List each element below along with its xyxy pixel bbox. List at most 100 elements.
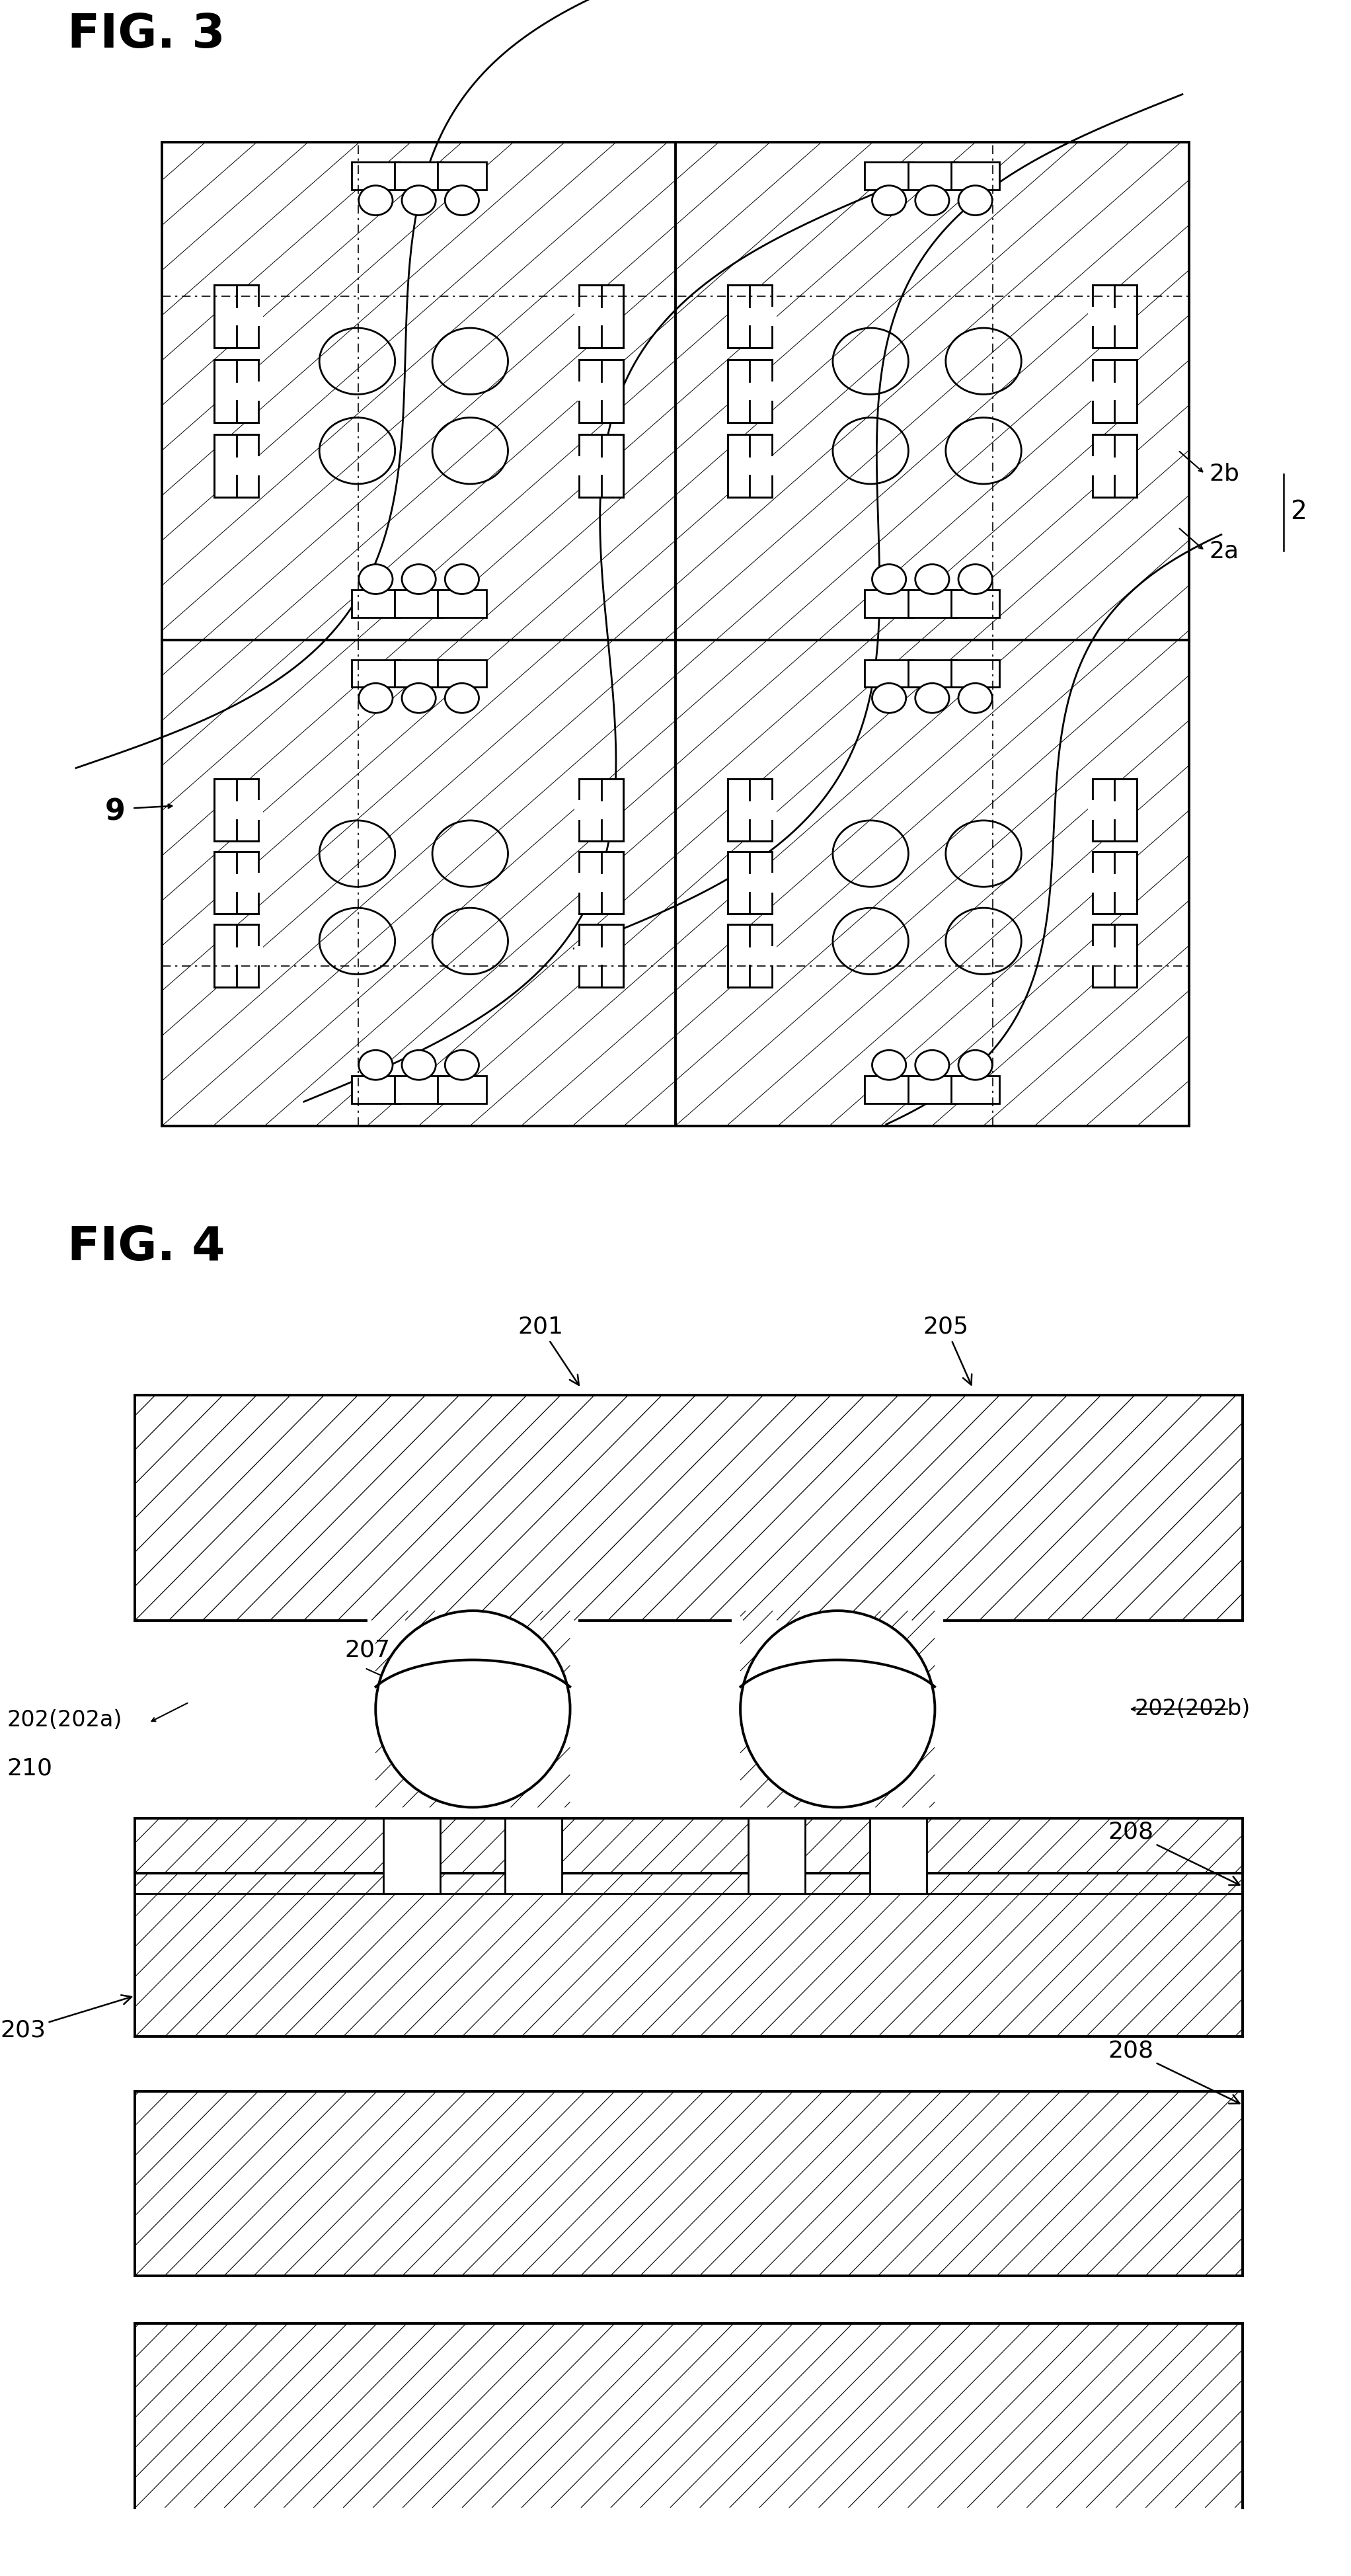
Circle shape — [958, 564, 992, 595]
Text: 208: 208 — [1108, 1821, 1240, 1886]
Bar — [213, 778, 258, 842]
Bar — [213, 361, 258, 422]
Bar — [213, 435, 258, 497]
Bar — [574, 873, 601, 891]
Bar — [438, 590, 486, 618]
Bar — [1092, 286, 1138, 348]
Bar — [505, 1819, 562, 1893]
Bar — [236, 873, 263, 891]
Circle shape — [740, 1610, 935, 1808]
Text: 202(202a): 202(202a) — [7, 1708, 122, 1731]
Text: 205: 205 — [923, 1316, 971, 1386]
Bar — [951, 590, 1000, 618]
Circle shape — [873, 683, 907, 714]
Bar — [1092, 435, 1138, 497]
Bar — [438, 659, 486, 688]
Circle shape — [401, 1051, 436, 1079]
Bar — [750, 456, 777, 477]
Circle shape — [915, 683, 950, 714]
Text: 2: 2 — [1290, 500, 1306, 526]
Bar — [1088, 307, 1115, 327]
Bar — [908, 162, 957, 191]
Bar — [213, 853, 258, 914]
Circle shape — [376, 1610, 570, 1808]
Bar — [438, 1077, 486, 1103]
Bar — [908, 1077, 957, 1103]
Bar — [728, 853, 773, 914]
Bar — [578, 361, 624, 422]
Bar — [438, 162, 486, 191]
Bar — [578, 435, 624, 497]
Bar — [728, 361, 773, 422]
Circle shape — [915, 1051, 950, 1079]
Circle shape — [359, 683, 393, 714]
Bar — [394, 590, 443, 618]
Bar — [1088, 801, 1115, 819]
Bar — [236, 456, 263, 477]
Bar — [236, 945, 263, 966]
Text: 210: 210 — [7, 1757, 53, 1780]
Bar — [750, 945, 777, 966]
Bar — [728, 778, 773, 842]
Bar — [750, 381, 777, 402]
Bar — [908, 659, 957, 688]
Circle shape — [958, 683, 992, 714]
Bar — [578, 925, 624, 987]
Circle shape — [401, 683, 436, 714]
Bar — [574, 945, 601, 966]
Bar — [213, 286, 258, 348]
Bar — [728, 435, 773, 497]
Bar — [1092, 778, 1138, 842]
Text: 202(202b): 202(202b) — [1135, 1698, 1251, 1721]
Bar — [1088, 381, 1115, 402]
Bar — [951, 659, 1000, 688]
Bar — [574, 456, 601, 477]
Bar — [870, 1819, 927, 1893]
Circle shape — [873, 1051, 907, 1079]
Bar — [1092, 361, 1138, 422]
Circle shape — [915, 185, 950, 216]
Bar — [578, 286, 624, 348]
Text: 9: 9 — [104, 799, 126, 827]
Text: 207: 207 — [345, 1638, 390, 1662]
Bar — [578, 853, 624, 914]
Text: 2b: 2b — [1209, 464, 1239, 484]
Bar — [865, 659, 913, 688]
Bar — [951, 1077, 1000, 1103]
Text: 203: 203 — [0, 1994, 131, 2040]
Bar — [750, 873, 777, 891]
Bar — [865, 1077, 913, 1103]
Circle shape — [958, 185, 992, 216]
Bar — [908, 590, 957, 618]
Bar — [236, 381, 263, 402]
Bar — [574, 801, 601, 819]
Circle shape — [958, 1051, 992, 1079]
Bar — [578, 778, 624, 842]
Circle shape — [444, 683, 478, 714]
Circle shape — [873, 564, 907, 595]
Text: FIG. 3: FIG. 3 — [68, 13, 226, 57]
Circle shape — [873, 185, 907, 216]
Bar — [728, 286, 773, 348]
Bar — [865, 590, 913, 618]
Circle shape — [444, 564, 478, 595]
Bar — [1092, 925, 1138, 987]
Circle shape — [401, 185, 436, 216]
Circle shape — [444, 1051, 478, 1079]
Bar — [1092, 853, 1138, 914]
Bar — [351, 1077, 400, 1103]
Bar — [748, 1819, 805, 1893]
Bar — [394, 659, 443, 688]
Bar — [213, 925, 258, 987]
Bar — [750, 307, 777, 327]
Bar — [236, 307, 263, 327]
Bar — [574, 307, 601, 327]
Text: 201: 201 — [517, 1316, 578, 1386]
Circle shape — [359, 1051, 393, 1079]
Bar — [574, 381, 601, 402]
Text: 2a: 2a — [1209, 541, 1239, 562]
Bar — [1088, 945, 1115, 966]
Text: FIG. 4: FIG. 4 — [68, 1224, 226, 1270]
Circle shape — [915, 564, 950, 595]
Bar — [394, 1077, 443, 1103]
